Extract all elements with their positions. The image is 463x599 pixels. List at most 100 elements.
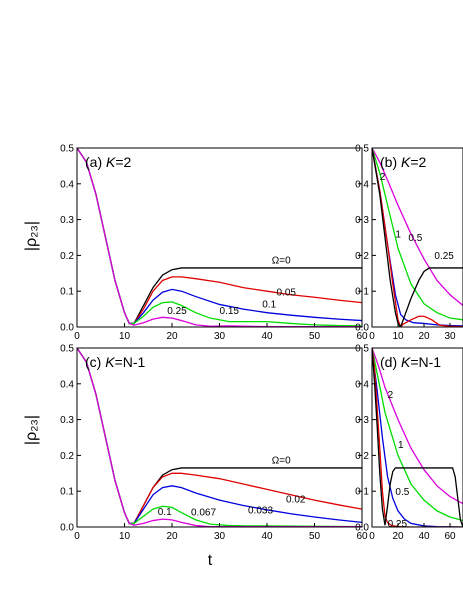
y-tick-label: 0.5 <box>60 344 74 355</box>
x-tick-label: 50 <box>309 331 321 342</box>
curves <box>77 348 362 527</box>
series-line-0.1 <box>77 348 362 527</box>
plot-frame <box>371 347 463 528</box>
x-tick-label: 20 <box>166 531 178 542</box>
panel-label: (d) K=N-1 <box>380 354 441 370</box>
curve-label: 0.25 <box>388 519 408 530</box>
series-line-1 <box>372 348 463 522</box>
panels: 0.00.10.20.30.40.50 10 20 30 40 50 60(a) K=2Ω=… <box>60 144 463 543</box>
curve-label: Ω=0 <box>272 455 291 466</box>
y-tick-label: 0.2 <box>355 451 369 462</box>
curve-label: 1 <box>398 440 404 451</box>
panel-b: 0.0 0.1 0.2 0.3 0.4 0.5 0 10 20 30 (b) K=2 2 1 0.5 0.2… <box>355 144 463 342</box>
x-tick-label: 10 <box>119 531 131 542</box>
x-tick-label: 20 <box>392 531 404 542</box>
y-tick-label: 0.3 <box>60 415 74 426</box>
y-tick-label: 0.0 <box>60 323 74 334</box>
series-line-black-4 <box>372 148 463 327</box>
curve-label: 2 <box>380 172 386 183</box>
series-line-2 <box>372 348 463 505</box>
y-tick-label: 0.2 <box>355 251 369 262</box>
y-tick-label: 0.4 <box>60 379 74 390</box>
x-tick-label: 0 <box>369 531 375 542</box>
y-tick-label: 0.4 <box>60 179 74 190</box>
x-tick-label: 0 <box>74 331 80 342</box>
y-tick-label: 0.0 <box>355 523 369 534</box>
x-tick-label: 60 <box>356 531 368 542</box>
series-line-2 <box>372 148 463 307</box>
y-tick-label: 0.1 <box>60 287 74 298</box>
y-tick-label: 0.5 <box>355 344 369 355</box>
curve-label: 0.033 <box>248 505 273 516</box>
series-line-0.25 <box>372 348 463 527</box>
x-tick-label: 60 <box>356 331 368 342</box>
y-tick-label: 0.4 <box>355 379 369 390</box>
x-tick-label: 10 <box>119 331 131 342</box>
panel-c: 0.0 0.1 0.2 0.3 0.4 0.5 0 10 20 30 40 50 60 (c) K=N-1… <box>60 344 368 543</box>
x-tick-label: 30 <box>444 331 456 342</box>
curve-label: 0.5 <box>395 487 409 498</box>
y-tick-label: 0.0 <box>355 323 369 334</box>
series-line-0.5 <box>372 348 463 527</box>
curve-labels: Ω=0 0.02 0.033 0.067 0.1 <box>158 455 306 518</box>
curves <box>372 348 463 527</box>
curve-label: 0.15 <box>220 306 240 317</box>
x-tick-label: 30 <box>214 331 226 342</box>
y-tick-label: 0.1 <box>60 487 74 498</box>
x-axis-label: t <box>208 552 213 569</box>
curve-label: 0.05 <box>277 287 297 298</box>
x-tick-label: 10 <box>392 331 404 342</box>
y-tick-label: 0.2 <box>60 251 74 262</box>
x-tick-label: 40 <box>261 331 273 342</box>
y-tick-label: 0.5 <box>355 144 369 155</box>
x-tick-label: 30 <box>214 531 226 542</box>
y-tick-label: 0.1 <box>355 487 369 498</box>
curve-label: 2 <box>388 390 394 401</box>
curves <box>372 148 463 327</box>
panel-a: 0.0 0.1 0.2 0.3 0.4 0.5 0 10 20 30 40 50 60 (a) K=2 Ω=… <box>60 144 368 343</box>
y-axis-label-top: |ρ₂₃| <box>23 221 40 251</box>
curve-labels: 2 1 0.5 0.25 <box>388 390 410 530</box>
panel-label: (c) K=N-1 <box>85 354 146 370</box>
x-tick-label: 0 <box>74 531 80 542</box>
series-line-1 <box>372 148 463 321</box>
y-axis-label-bottom: |ρ₂₃| <box>23 415 40 445</box>
curve-label: 0.5 <box>408 233 422 244</box>
y-tick-label: 0.4 <box>355 179 369 190</box>
x-tick-label: 40 <box>261 531 273 542</box>
y-tick-label: 0.3 <box>60 215 74 226</box>
plot-frame <box>371 147 463 328</box>
y-tick-label: 0.5 <box>60 144 74 155</box>
series-line-0.15 <box>77 148 362 327</box>
panel-label: (b) K=2 <box>380 154 427 170</box>
panel-label: (a) K=2 <box>85 154 132 170</box>
x-tick-label: 60 <box>444 531 456 542</box>
curve-label: Ω=0 <box>272 255 291 266</box>
curve-label: 1 <box>395 230 401 241</box>
series-line-0.25 <box>77 148 362 327</box>
curve-labels: 2 1 0.5 0.25 <box>380 172 455 262</box>
curve-label: 0.1 <box>158 507 172 518</box>
y-tick-label: 0.2 <box>60 451 74 462</box>
series-line-0.25 <box>372 148 463 327</box>
curve-label: 0.067 <box>191 508 216 519</box>
y-tick-label: 0.3 <box>355 415 369 426</box>
x-tick-label: 0 <box>369 331 375 342</box>
x-tick-label: 50 <box>309 531 321 542</box>
x-tick-label: 20 <box>418 331 430 342</box>
y-tick-label: 0.3 <box>355 215 369 226</box>
curve-label: 0.02 <box>286 495 306 506</box>
series-line-black-4 <box>372 348 463 527</box>
curve-label: 0.25 <box>167 306 187 317</box>
x-tick-label: 40 <box>418 531 430 542</box>
curve-labels: Ω=0 0.050.1 0.15 0.25 <box>167 255 296 317</box>
x-tick-label: 20 <box>166 331 178 342</box>
curve-label: 0.1 <box>262 299 276 310</box>
y-tick-label: 0.1 <box>355 287 369 298</box>
curves <box>77 148 362 327</box>
curve-label: 0.25 <box>434 251 454 262</box>
y-tick-label: 0.0 <box>60 523 74 534</box>
plot-frame <box>76 147 363 328</box>
panel-d: 0.0 0.1 0.2 0.3 0.4 0.5 0 20 40 60 (d) K=N-1 2 1 0.5 0… <box>355 344 463 542</box>
